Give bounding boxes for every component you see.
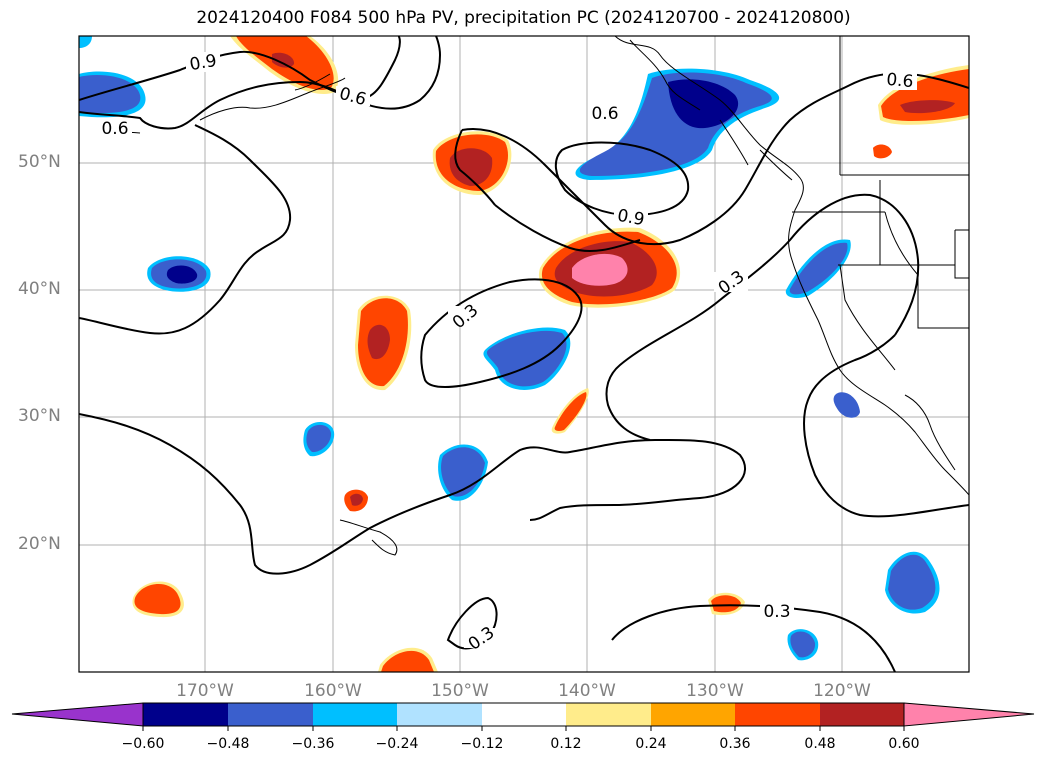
colorbar-extend-low <box>11 702 144 727</box>
pv-contour <box>420 278 583 388</box>
colorbar-segment <box>820 703 904 726</box>
contour-label: 0.6 <box>101 119 128 139</box>
colorbar-segment <box>397 703 482 726</box>
precip-blob <box>367 324 390 360</box>
lon-label: 150°W <box>431 681 489 701</box>
colorbar-tick-label: −0.48 <box>206 736 250 752</box>
contour-label: 0.3 <box>715 267 749 299</box>
pv-contour <box>79 36 401 101</box>
lon-label: 140°W <box>558 681 616 701</box>
colorbar-segment <box>651 703 735 726</box>
precip-negative-areas <box>79 36 940 661</box>
colorbar-segment <box>313 703 397 726</box>
lat-label: 30°N <box>18 406 61 426</box>
pv-contour <box>454 129 496 206</box>
map-frame <box>78 35 970 673</box>
precip-blob <box>381 650 434 672</box>
precip-blob <box>79 36 92 48</box>
pv-contour <box>79 124 292 335</box>
colorbar-tick-label: −0.36 <box>291 736 335 752</box>
colorbar-segment <box>143 703 228 726</box>
contour-label: 0.3 <box>763 602 790 622</box>
colorbar-tick-label: −0.24 <box>375 736 419 752</box>
contour-label: 0.6 <box>886 70 915 92</box>
precip-blob <box>711 595 741 613</box>
colorbar-tick-label: −0.12 <box>460 736 504 752</box>
lat-label: 40°N <box>18 279 61 299</box>
contour-label: 0.9 <box>188 51 218 75</box>
plot-title: 2024120400 F084 500 hPa PV, precipitatio… <box>196 8 851 28</box>
precip-blob <box>306 424 332 453</box>
contour-label: 0.6 <box>591 104 618 124</box>
precip-blob <box>888 554 936 610</box>
precip-blob <box>833 392 860 418</box>
pv-contour <box>79 413 746 575</box>
coastlines <box>99 36 969 556</box>
precip-blob <box>449 148 493 186</box>
precip-blob <box>272 52 295 68</box>
colorbar-tick-label: 0.12 <box>550 736 582 752</box>
pv-contour <box>446 596 498 650</box>
precip-blob <box>873 144 892 159</box>
pv-contour <box>803 334 969 518</box>
lon-label: 120°W <box>813 681 871 701</box>
pv-contour <box>79 36 442 130</box>
colorbar-segment <box>228 703 313 726</box>
pv-contour <box>611 604 896 672</box>
lon-label: 160°W <box>304 681 362 701</box>
pv-contour <box>494 204 641 252</box>
colorbar-tick-label: 0.60 <box>888 736 920 752</box>
lon-label: 130°W <box>686 681 744 701</box>
precip-blob <box>166 265 198 284</box>
colorbar-tick-label: −0.60 <box>121 736 165 752</box>
colorbar-tick-label: 0.36 <box>719 736 751 752</box>
precip-blob <box>790 631 816 658</box>
contour-label-bg <box>98 52 917 648</box>
precip-blob <box>572 253 628 286</box>
precip-blob <box>486 330 567 387</box>
precip-positive-areas <box>132 36 969 672</box>
colorbar-extend-high <box>903 702 1035 727</box>
pv-contour <box>605 193 920 441</box>
precip-blob <box>79 75 141 114</box>
colorbar-tick-label: 0.24 <box>635 736 667 752</box>
pv-contours <box>79 36 969 672</box>
colorbar-segment <box>735 703 820 726</box>
precip-blob <box>789 242 848 295</box>
precip-blob <box>900 100 955 114</box>
precip-blob <box>134 584 181 615</box>
precip-blob <box>668 79 739 129</box>
colorbar-segment <box>566 703 651 726</box>
lat-label: 50°N <box>18 152 61 172</box>
precip-blob <box>350 493 363 506</box>
pv-contour <box>554 141 690 217</box>
lon-label: 170°W <box>176 681 234 701</box>
colorbar-tick-label: 0.48 <box>804 736 836 752</box>
contour-label: 0.9 <box>616 206 646 230</box>
contour-label: 0.3 <box>449 300 483 333</box>
colorbar-segment <box>482 703 566 726</box>
lat-label: 20°N <box>18 534 61 554</box>
colorbar <box>11 702 1035 731</box>
precip-blob <box>554 392 587 431</box>
